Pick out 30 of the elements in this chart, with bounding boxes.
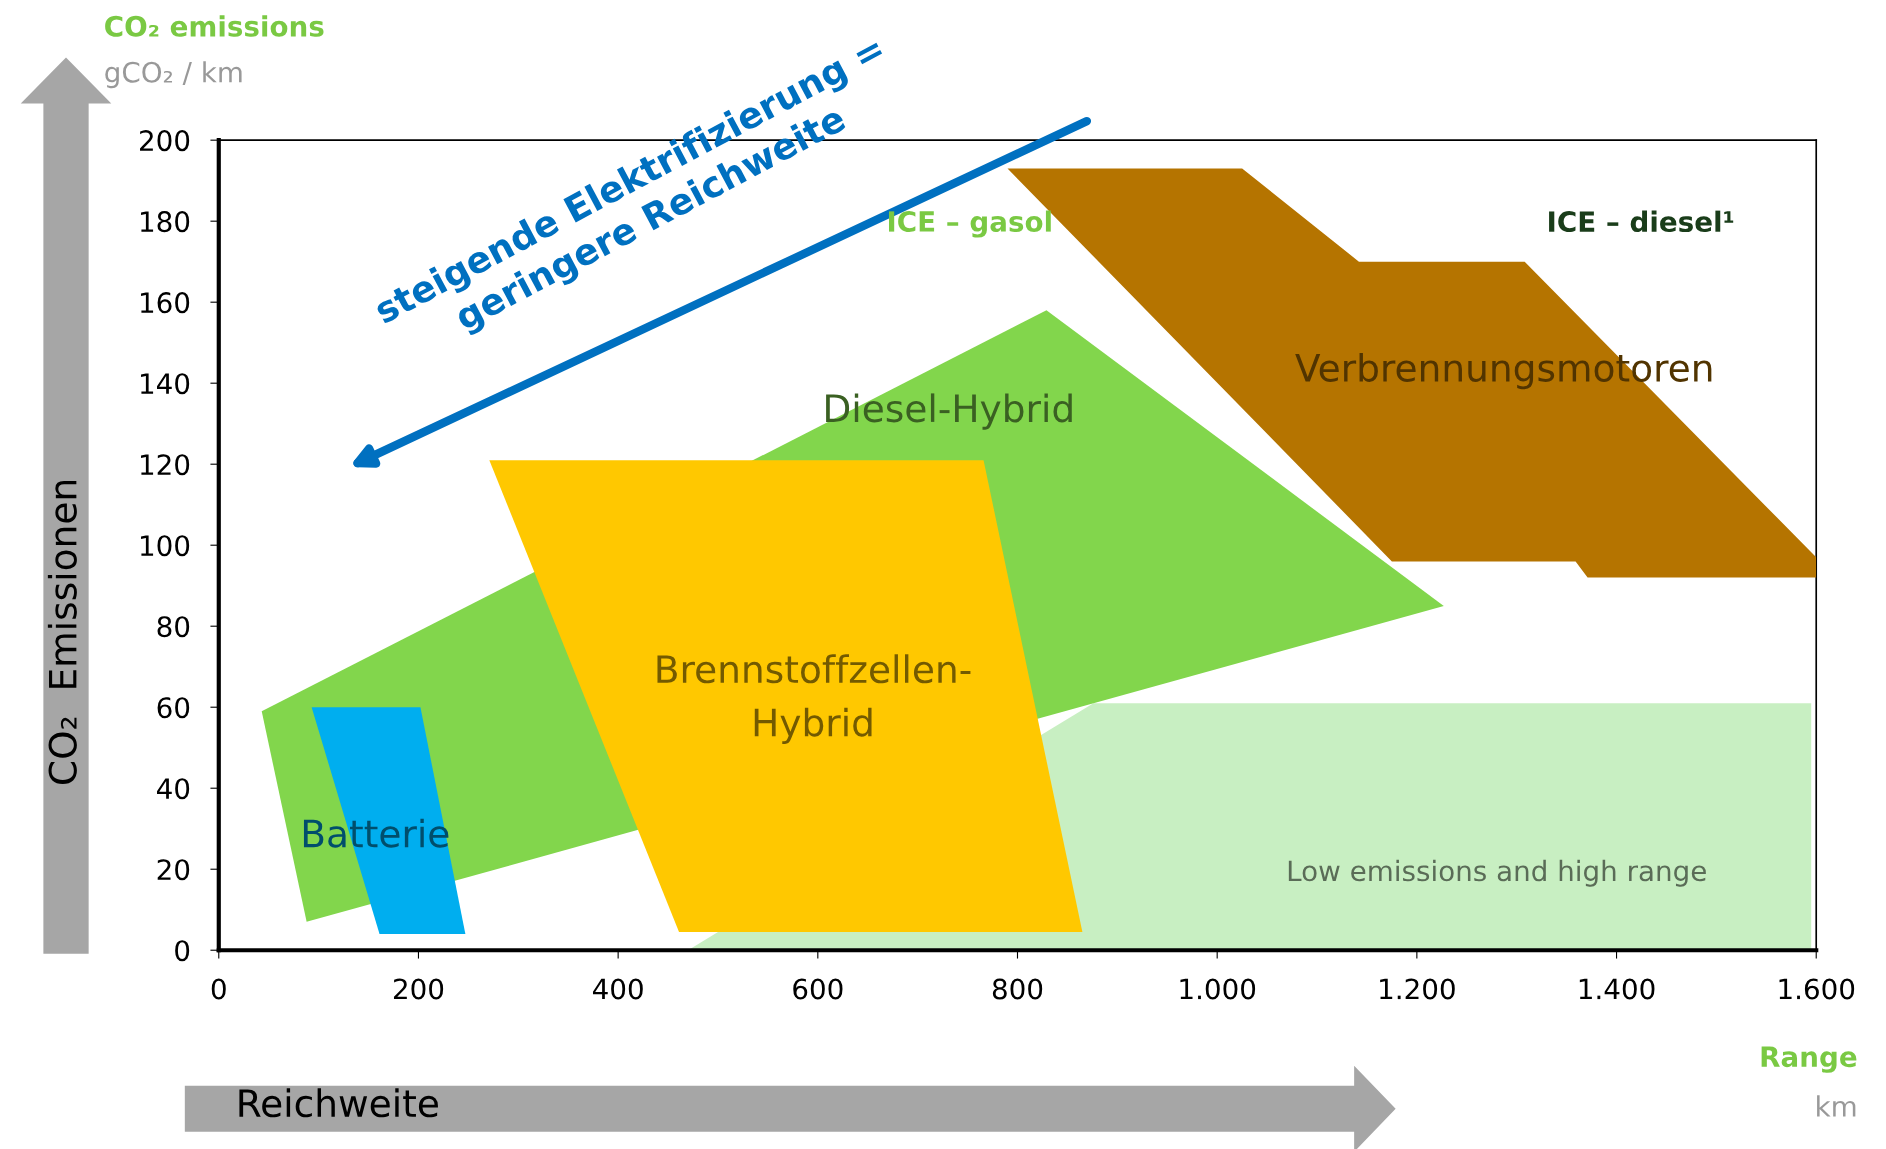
y-tick-label: 160 [141, 292, 190, 314]
x-tick-label: 200 [393, 978, 444, 1000]
x-tick-label: 1.400 [1579, 978, 1655, 1000]
y-tick-label: 60 [157, 697, 190, 719]
y-tick-label: 40 [157, 778, 190, 800]
x-tick-label: 600 [793, 978, 843, 1000]
annotation: ICE – gasol [888, 210, 1051, 238]
y-axis-title: CO₂ emissions [105, 15, 324, 37]
text: gCO₂ / km [105, 61, 242, 89]
series-label: Low emissions and high range [1288, 859, 1706, 887]
text: km [1817, 1095, 1856, 1117]
x-tick-label: 0 [211, 978, 226, 1000]
x-tick-label: 400 [592, 978, 643, 1000]
annotation: ICE – diesel¹ [1549, 210, 1734, 233]
x-tick-label: 800 [992, 978, 1043, 1000]
y-tick-label: 0 [175, 940, 190, 962]
y-tick-label: 20 [157, 859, 190, 881]
y-tick-label: 200 [140, 130, 190, 152]
y-tick-label: 100 [141, 535, 190, 557]
y-tick-label: 140 [141, 373, 190, 395]
y-tick-label: 180 [141, 211, 190, 233]
text: CO₂ Emissionen [47, 481, 77, 784]
text: Reichweite [239, 1088, 438, 1118]
x-tick-label: 1.000 [1180, 978, 1256, 1000]
x-axis-title: Range [1761, 1046, 1857, 1073]
y-tick-label: 80 [157, 616, 190, 638]
series-label: Brennstoffzellen- Hybrid [657, 654, 971, 744]
x-tick-label: 1.600 [1779, 978, 1855, 1000]
y-tick-label: 120 [141, 454, 190, 476]
x-tick-label: 1.200 [1380, 978, 1455, 1000]
